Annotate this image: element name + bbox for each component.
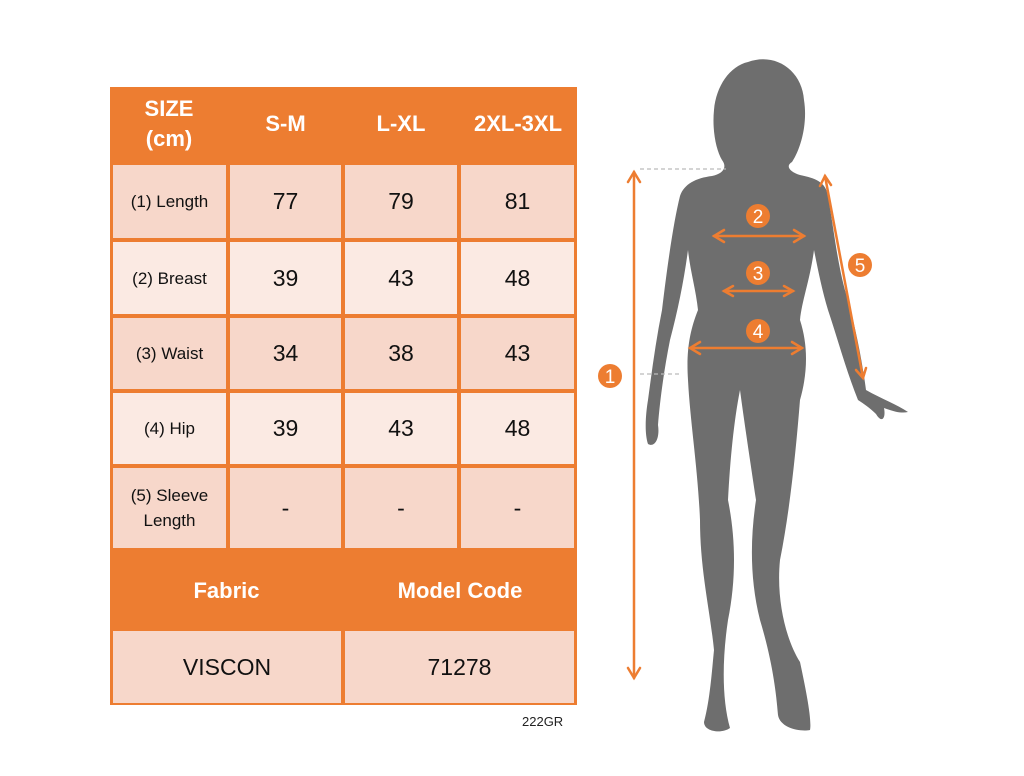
size-value: 38 [345,318,457,389]
size-value: 48 [461,242,574,314]
marker-number: 5 [855,256,866,277]
model-code-value: 71278 [345,631,574,703]
woman-silhouette [645,59,908,732]
size-value: 43 [345,242,457,314]
size-value: - [345,468,457,548]
size-header-2: L-XL [376,111,426,136]
row-label: (2) Breast [113,242,226,314]
marker-3-icon [746,261,770,285]
size-value: 48 [461,393,574,464]
fabric-header: Fabric [193,577,260,603]
sleeve-arrow [823,174,865,380]
size-value: 34 [230,318,341,389]
size-header-0: SIZE (cm) [144,96,194,151]
size-header-1: S-M [265,111,306,136]
model-code-header: Model Code [397,577,523,603]
marker-number: 4 [753,322,764,343]
marker-number: 3 [753,264,764,285]
size-value: 77 [230,165,341,238]
marker-4-icon [746,319,770,343]
size-value: 81 [461,165,574,238]
marker-number: 2 [753,207,764,228]
marker-2-icon [746,204,770,228]
size-value: 79 [345,165,457,238]
size-value: - [461,468,574,548]
size-value: - [230,468,341,548]
row-label: (5) Sleeve Length [113,468,226,548]
fabric-value: VISCON [113,631,341,703]
size-value: 39 [230,242,341,314]
size-header-3: 2XL-3XL [473,111,563,136]
row-label: (3) Waist [113,318,226,389]
row-label: (4) Hip [113,393,226,464]
marker-1-icon [598,364,622,388]
size-value: 43 [461,318,574,389]
row-label: (1) Length [113,165,226,238]
product-code: 222GR [522,714,564,729]
size-value: 43 [345,393,457,464]
size-value: 39 [230,393,341,464]
marker-number: 1 [605,367,616,388]
marker-5-icon [848,253,872,277]
size-chart-table: SIZE (cm) S-M L-XL 2XL-3XL (1) Length 77 79 81 (… [110,87,577,705]
